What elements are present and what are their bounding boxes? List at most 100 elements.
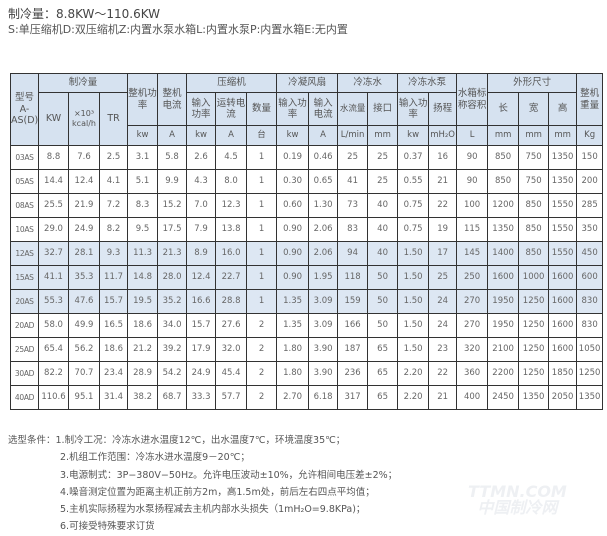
value-cell: 850 [487, 145, 520, 170]
model-cell: 10AS [10, 217, 39, 242]
value-cell: 56.2 [68, 337, 100, 362]
unit-cell: kw [397, 125, 430, 146]
value-cell: 1050 [576, 337, 604, 362]
value-cell: 2050 [548, 385, 578, 410]
model-cell: 15AS [10, 265, 39, 290]
value-cell: 7.0 [186, 193, 217, 218]
value-cell: 45.4 [215, 361, 248, 386]
value-cell: 18.6 [127, 313, 159, 338]
value-cell: 54.2 [157, 361, 188, 386]
value-cell: 0.46 [308, 145, 339, 170]
value-cell: 8.9 [186, 241, 217, 266]
value-cell: 0.90 [276, 217, 310, 242]
value-cell: 250 [456, 265, 489, 290]
col-tr: TR [98, 92, 129, 146]
value-cell: 50 [367, 289, 399, 314]
model-cell: 20AS [10, 289, 39, 314]
value-cell: 100 [456, 193, 489, 218]
value-cell: 27.6 [215, 313, 248, 338]
value-cell: 25 [367, 169, 399, 194]
value-cell: 1600 [548, 337, 578, 362]
value-cell: 350 [576, 217, 604, 242]
value-cell: 1350 [548, 145, 578, 170]
unit-cell: kw [186, 125, 217, 146]
table-row: 25AD 65.4 56.2 18.6 21.2 39.2 17.9 32.0 2 1.80 3.9… [10, 337, 604, 362]
value-cell: 4.5 [215, 145, 248, 170]
value-cell: 16.6 [186, 289, 217, 314]
value-cell: 41 [337, 169, 369, 194]
value-cell: 65.4 [38, 337, 69, 362]
col-comp-qty: 数量 [246, 92, 278, 126]
value-cell: 94 [337, 241, 369, 266]
note-item: 3.电源制式：3P−380V−50Hz。允许电压波动±10%，允许相间电压差±2… [60, 469, 398, 481]
value-cell: 150 [576, 145, 604, 170]
value-cell: 850 [518, 217, 550, 242]
value-cell: 1.50 [397, 241, 430, 266]
col-flow: 水流量 [337, 92, 369, 126]
table-row: 08AS 25.5 21.9 7.2 8.3 15.2 7.0 12.3 1 0.60 1.30 73… [10, 193, 604, 218]
value-cell: 17 [428, 241, 458, 266]
unit-cell: mm [548, 125, 578, 146]
selection-notes: 选型条件：1.制冷工况：冷冻水进水温度12℃，出水温度7℃，环境温度35℃； 2… [8, 432, 397, 536]
note-item: 6.可接受特殊要求订货 [60, 521, 155, 533]
value-cell: 4.3 [186, 169, 217, 194]
value-cell: 2200 [487, 361, 520, 386]
page-title: 制冷量：8.8KW～110.6KW [8, 7, 161, 21]
value-cell: 0.65 [308, 169, 339, 194]
value-cell: 1250 [518, 361, 550, 386]
table-row: 03AS 8.8 7.6 2.5 3.1 5.8 2.6 4.5 1 0.19 0.46 25 25 0.… [10, 145, 604, 170]
value-cell: 360 [456, 361, 489, 386]
table-row: 12AS 32.7 28.1 9.3 11.3 21.3 8.9 16.0 1 0.90 2.06 9… [10, 241, 604, 266]
value-cell: 95.1 [68, 385, 100, 410]
table-row: 05AS 14.4 12.4 4.1 5.1 9.9 4.3 8.0 1 0.30 0.65 41 25… [10, 169, 604, 194]
model-cell: 03AS [10, 145, 39, 170]
value-cell: 3.90 [308, 337, 339, 362]
value-cell: 1350 [518, 385, 550, 410]
value-cell: 830 [576, 313, 604, 338]
col-port: 接口 [367, 92, 399, 126]
value-cell: 850 [518, 241, 550, 266]
table-row: 30AD 82.2 70.7 23.4 28.9 54.2 24.9 45.4 2 1.80 3.9… [10, 361, 604, 386]
value-cell: 1950 [487, 289, 520, 314]
value-cell: 12.4 [68, 169, 100, 194]
value-cell: 5.1 [127, 169, 159, 194]
value-cell: 28.9 [127, 361, 159, 386]
value-cell: 16 [428, 145, 458, 170]
value-cell: 50 [367, 265, 399, 290]
value-cell: 1350 [548, 169, 578, 194]
value-cell: 55.3 [38, 289, 69, 314]
value-cell: 3.1 [127, 145, 159, 170]
value-cell: 1 [246, 145, 278, 170]
col-pump-power: 输入功率 [397, 92, 430, 126]
value-cell: 7.9 [186, 217, 217, 242]
value-cell: 400 [456, 385, 489, 410]
value-cell: 2 [246, 361, 278, 386]
value-cell: 600 [576, 265, 604, 290]
unit-cell: L/min [337, 125, 369, 146]
value-cell: 12.3 [215, 193, 248, 218]
value-cell: 159 [337, 289, 369, 314]
value-cell: 16.5 [98, 313, 129, 338]
value-cell: 2.06 [308, 241, 339, 266]
value-cell: 2100 [487, 337, 520, 362]
model-cell: 25AD [10, 337, 39, 362]
value-cell: 850 [518, 193, 550, 218]
value-cell: 1400 [487, 241, 520, 266]
value-cell: 3.90 [308, 361, 339, 386]
unit-cell: A [215, 125, 248, 146]
value-cell: 31.4 [98, 385, 129, 410]
group-pump: 冷冻水泵 [397, 73, 458, 93]
value-cell: 1200 [487, 193, 520, 218]
col-weight: 整机重量 [576, 73, 604, 126]
unit-cell: mm [367, 125, 399, 146]
value-cell: 1600 [548, 265, 578, 290]
col-tank: 水箱标称容积 [456, 73, 489, 126]
value-cell: 68.7 [157, 385, 188, 410]
value-cell: 24 [428, 313, 458, 338]
value-cell: 38.2 [127, 385, 159, 410]
value-cell: 22.7 [215, 265, 248, 290]
value-cell: 2.70 [276, 385, 310, 410]
value-cell: 7.2 [98, 193, 129, 218]
value-cell: 1250 [518, 337, 550, 362]
value-cell: 1.50 [397, 265, 430, 290]
